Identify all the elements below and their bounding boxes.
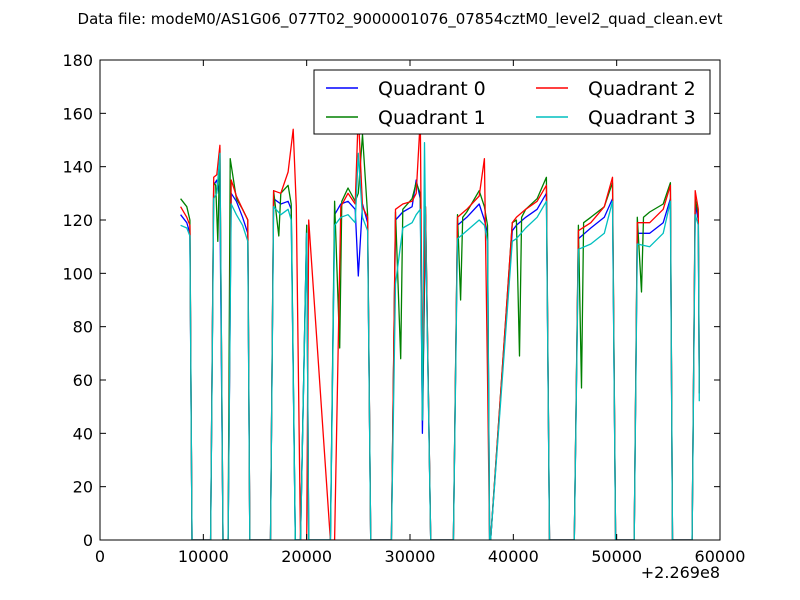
series-line-3 (180, 142, 700, 540)
series-layer (180, 112, 700, 540)
y-tick-label: 60 (73, 371, 93, 390)
chart-title: Data file: modeM0/AS1G06_077T02_90000010… (78, 10, 723, 29)
x-tick-label: 50000 (591, 547, 642, 566)
x-tick-label: 10000 (178, 547, 229, 566)
x-tick-label: 40000 (488, 547, 539, 566)
legend-label-3: Quadrant 3 (588, 107, 696, 129)
y-tick-label: 160 (62, 104, 93, 123)
legend-label-0: Quadrant 0 (378, 78, 486, 100)
legend: Quadrant 0 Quadrant 1 Quadrant 2 Quadrant 3 (313, 69, 711, 135)
legend-label-1: Quadrant 1 (378, 107, 486, 129)
x-tick-label: 60000 (695, 547, 746, 566)
x-axis: 0 10000 20000 30000 40000 50000 60000 (95, 60, 746, 566)
y-tick-label: 100 (62, 264, 93, 283)
legend-label-2: Quadrant 2 (588, 78, 696, 100)
y-axis: 0 20 40 60 80 100 120 140 160 180 (62, 51, 720, 550)
y-tick-label: 0 (83, 531, 93, 550)
y-tick-label: 20 (73, 478, 93, 497)
y-tick-label: 120 (62, 211, 93, 230)
legend-frame (313, 69, 711, 135)
x-tick-label: 0 (95, 547, 105, 566)
y-tick-label: 80 (73, 318, 93, 337)
series-line-2 (180, 112, 700, 540)
series-line-0 (180, 179, 700, 540)
x-tick-label: 20000 (281, 547, 332, 566)
x-tick-label: 30000 (385, 547, 436, 566)
y-tick-label: 140 (62, 158, 93, 177)
y-tick-label: 40 (73, 424, 93, 443)
y-tick-label: 180 (62, 51, 93, 70)
x-offset-label: +2.269e8 (641, 563, 720, 582)
